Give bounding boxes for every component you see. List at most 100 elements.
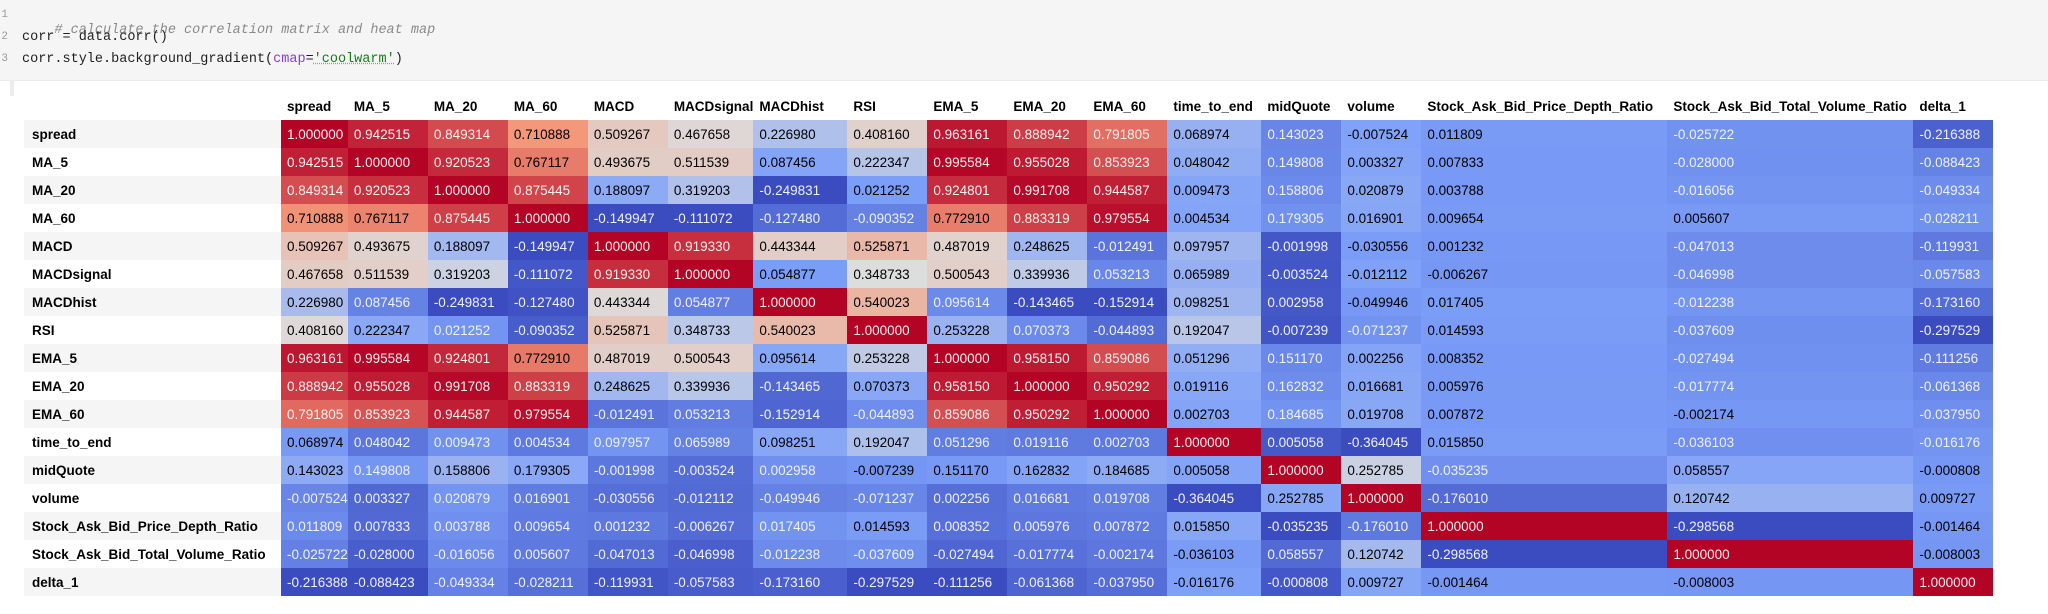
- table-row: MA_60 0.710888 0.767117 0.875445 1.000000 -0.…: [24, 204, 1994, 232]
- matrix-cell: 0.511539: [347, 260, 428, 288]
- matrix-cell: 0.944587: [427, 400, 508, 428]
- row-header: RSI: [24, 316, 281, 344]
- matrix-cell: 0.007872: [1087, 512, 1168, 540]
- matrix-cell: 0.002958: [1261, 288, 1342, 316]
- matrix-cell: -0.111256: [1913, 344, 1994, 372]
- matrix-cell: 0.883319: [507, 372, 588, 400]
- matrix-cell: 1.000000: [1167, 428, 1262, 456]
- matrix-cell: 0.853923: [1087, 148, 1168, 176]
- matrix-cell: 0.158806: [427, 456, 508, 484]
- matrix-cell: 0.408160: [281, 316, 348, 344]
- matrix-cell: -0.035235: [1421, 456, 1668, 484]
- matrix-cell: -0.036103: [1667, 428, 1914, 456]
- matrix-cell: -0.028211: [1913, 204, 1994, 232]
- matrix-cell: 1.000000: [847, 316, 928, 344]
- header-row: spread MA_5 MA_20 MA_60 MACD MACDsignal MACDhi…: [24, 92, 1993, 120]
- matrix-cell: -0.030556: [587, 484, 668, 512]
- matrix-cell: -0.037609: [1667, 316, 1914, 344]
- row-header: delta_1: [24, 568, 281, 596]
- matrix-cell: -0.173160: [753, 568, 848, 596]
- matrix-cell: -0.025722: [281, 540, 348, 568]
- table-row: volume -0.007524 0.003327 0.020879 0.016901-…: [24, 484, 1994, 512]
- matrix-cell: 0.859086: [1087, 344, 1168, 372]
- column-header: EMA_20: [1013, 98, 1066, 114]
- matrix-cell: -0.007524: [1341, 120, 1422, 148]
- matrix-cell: 0.248625: [587, 372, 668, 400]
- matrix-cell: 0.942515: [347, 120, 428, 148]
- matrix-cell: 0.095614: [753, 344, 848, 372]
- matrix-cell: 0.192047: [1167, 316, 1262, 344]
- matrix-cell: 0.493675: [587, 148, 668, 176]
- line-number: 1: [1, 9, 8, 21]
- row-header: MACDsignal: [24, 260, 281, 288]
- matrix-cell: 0.467658: [281, 260, 348, 288]
- table-row: spread 1.000000 0.942515 0.849314 0.710888 0.…: [24, 120, 1994, 148]
- matrix-cell: -0.111072: [667, 204, 754, 232]
- matrix-cell: 0.151170: [927, 456, 1008, 484]
- matrix-cell: 0.772910: [927, 204, 1008, 232]
- table-row: delta_1 -0.216388 -0.088423 -0.049334 -0.028…: [24, 568, 1994, 596]
- matrix-cell: 0.020879: [427, 484, 508, 512]
- matrix-cell: 0.003327: [347, 484, 428, 512]
- matrix-cell: 0.188097: [587, 176, 668, 204]
- matrix-cell: -0.012238: [753, 540, 848, 568]
- matrix-cell: 0.710888: [281, 204, 348, 232]
- matrix-cell: 0.493675: [347, 232, 428, 260]
- matrix-cell: 0.068974: [1167, 120, 1262, 148]
- matrix-cell: 0.005607: [507, 540, 588, 568]
- matrix-cell: 0.875445: [507, 176, 588, 204]
- line-number: 2: [1, 31, 8, 43]
- matrix-cell: 0.095614: [927, 288, 1008, 316]
- matrix-cell: 0.151170: [1261, 344, 1342, 372]
- matrix-cell: -0.046998: [1667, 260, 1914, 288]
- matrix-cell: 0.540023: [753, 316, 848, 344]
- matrix-cell: -0.049334: [1913, 176, 1994, 204]
- matrix-cell: 0.005058: [1167, 456, 1262, 484]
- matrix-cell: 0.005058: [1261, 428, 1342, 456]
- matrix-cell: -0.090352: [847, 204, 928, 232]
- matrix-cell: 0.222347: [347, 316, 428, 344]
- matrix-cell: 0.995584: [927, 148, 1008, 176]
- code-cell[interactable]: 1 2 3 # calculate the correlation matrix…: [0, 0, 2048, 81]
- matrix-cell: 0.991708: [1007, 176, 1088, 204]
- table-row: EMA_5 0.963161 0.995584 0.924801 0.772910 0.4…: [24, 344, 1994, 372]
- matrix-cell: 0.120742: [1667, 484, 1914, 512]
- matrix-cell: -0.007239: [847, 456, 928, 484]
- matrix-cell: 0.222347: [847, 148, 928, 176]
- matrix-cell: 0.009727: [1913, 484, 1994, 512]
- matrix-cell: -0.037950: [1087, 568, 1168, 596]
- matrix-cell: -0.036103: [1167, 540, 1262, 568]
- matrix-cell: 0.540023: [847, 288, 928, 316]
- matrix-cell: 0.339936: [667, 372, 754, 400]
- matrix-cell: -0.119931: [587, 568, 668, 596]
- matrix-cell: 0.008352: [927, 512, 1008, 540]
- matrix-cell: 0.054877: [667, 288, 754, 316]
- matrix-cell: 1.000000: [347, 148, 428, 176]
- matrix-cell: -0.008003: [1667, 568, 1914, 596]
- matrix-cell: 0.019708: [1087, 484, 1168, 512]
- matrix-cell: 0.979554: [507, 400, 588, 428]
- matrix-cell: 0.248625: [1007, 232, 1088, 260]
- matrix-cell: 0.772910: [507, 344, 588, 372]
- matrix-cell: -0.061368: [1007, 568, 1088, 596]
- matrix-cell: -0.049334: [427, 568, 508, 596]
- matrix-cell: 0.791805: [281, 400, 348, 428]
- output-gutter: [10, 80, 14, 96]
- matrix-cell: -0.012491: [1087, 232, 1168, 260]
- matrix-cell: 0.017405: [753, 512, 848, 540]
- matrix-cell: 0.005976: [1421, 372, 1668, 400]
- code-string: 'coolwarm': [313, 52, 395, 67]
- matrix-cell: 0.767117: [507, 148, 588, 176]
- matrix-cell: -0.297529: [1913, 316, 1994, 344]
- matrix-cell: -0.012112: [1341, 260, 1422, 288]
- matrix-cell: 1.000000: [1667, 540, 1914, 568]
- matrix-cell: -0.298568: [1421, 540, 1668, 568]
- matrix-cell: 0.955028: [1007, 148, 1088, 176]
- matrix-cell: 0.005607: [1667, 204, 1914, 232]
- matrix-cell: 0.016901: [1341, 204, 1422, 232]
- matrix-cell: 1.000000: [1261, 456, 1342, 484]
- matrix-cell: 0.143023: [1261, 120, 1342, 148]
- matrix-cell: 1.000000: [1087, 400, 1168, 428]
- matrix-cell: -0.028000: [347, 540, 428, 568]
- matrix-cell: 0.487019: [587, 344, 668, 372]
